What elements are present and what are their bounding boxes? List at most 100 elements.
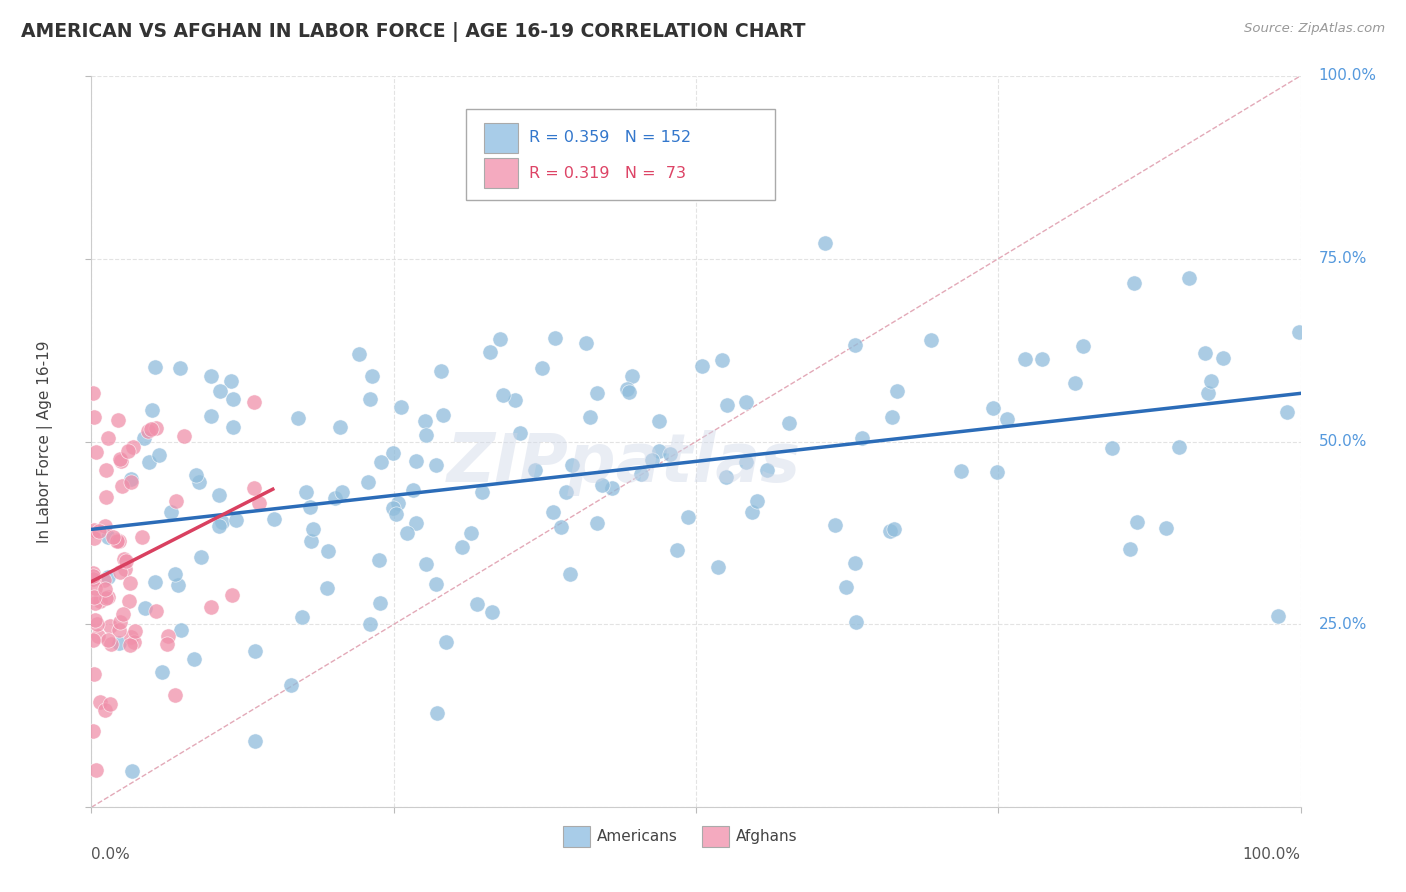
Point [134, 601, 156, 615]
Point [108, 623, 131, 637]
Point [101, 530, 124, 544]
FancyBboxPatch shape [467, 109, 775, 200]
Point [316, 544, 339, 558]
Point [83, 667, 105, 681]
Point [148, 448, 170, 462]
Point [131, 530, 153, 544]
Point [97, 590, 120, 604]
Point [110, 479, 132, 493]
Point [405, 516, 427, 530]
Point [170, 623, 193, 637]
Point [86, 616, 108, 631]
Point [509, 425, 531, 440]
Text: 100.0%: 100.0% [1319, 69, 1376, 83]
Point [1275, 405, 1298, 419]
Point [1031, 352, 1053, 367]
Point [505, 392, 527, 407]
Point [1177, 271, 1199, 285]
Point [118, 638, 141, 652]
Point [741, 505, 763, 519]
Point [1071, 339, 1094, 353]
Point [145, 604, 167, 618]
Point [620, 369, 643, 384]
Point [641, 453, 664, 467]
FancyBboxPatch shape [702, 826, 728, 847]
Point [108, 635, 131, 649]
Point [561, 458, 583, 473]
Point [489, 332, 512, 346]
Text: Afghans: Afghans [735, 829, 797, 844]
Point [117, 443, 139, 458]
Point [995, 412, 1018, 426]
Point [225, 513, 247, 527]
Point [460, 526, 482, 541]
Point [1288, 326, 1310, 340]
Point [323, 491, 346, 505]
Point [1201, 375, 1223, 389]
Text: 25.0%: 25.0% [1319, 617, 1367, 632]
Point [243, 733, 266, 747]
Point [357, 475, 380, 489]
Point [367, 553, 389, 567]
Point [94, 591, 117, 605]
Point [298, 500, 321, 515]
Point [396, 525, 419, 540]
Point [361, 368, 384, 383]
Point [159, 505, 181, 519]
Point [543, 505, 565, 519]
Point [986, 465, 1008, 479]
Text: Source: ZipAtlas.com: Source: ZipAtlas.com [1244, 22, 1385, 36]
Point [413, 414, 436, 428]
FancyBboxPatch shape [562, 826, 589, 847]
Point [183, 652, 205, 666]
Point [94, 703, 117, 717]
Point [124, 624, 146, 638]
Point [578, 409, 600, 424]
Point [82, 566, 104, 580]
Point [592, 477, 614, 491]
Point [648, 414, 671, 428]
Point [107, 413, 129, 427]
Point [143, 574, 166, 589]
Point [554, 485, 576, 500]
Point [118, 576, 141, 591]
Point [678, 510, 700, 524]
Point [755, 462, 778, 476]
Point [243, 481, 266, 495]
Point [165, 689, 187, 703]
Point [883, 522, 905, 536]
Point [83, 409, 105, 424]
Point [108, 534, 131, 549]
Point [425, 576, 447, 591]
Point [141, 403, 163, 417]
Point [83, 591, 105, 605]
Point [302, 522, 325, 536]
Point [329, 420, 352, 434]
Point [84, 445, 107, 459]
Point [166, 578, 188, 592]
Point [1197, 386, 1219, 401]
Point [83, 523, 105, 537]
Point [616, 382, 638, 396]
Point [316, 581, 339, 595]
Point [84, 581, 107, 595]
Text: 75.0%: 75.0% [1319, 252, 1367, 266]
Point [617, 384, 640, 399]
Point [165, 493, 187, 508]
Point [190, 550, 212, 565]
Point [387, 496, 409, 510]
Point [1119, 541, 1142, 556]
Point [243, 644, 266, 658]
Point [82, 573, 104, 587]
Point [845, 615, 868, 629]
Point [96, 462, 118, 476]
Point [208, 519, 231, 533]
Point [110, 452, 132, 467]
Point [415, 558, 437, 572]
Point [82, 723, 104, 738]
Point [186, 468, 208, 483]
Point [814, 235, 837, 250]
Point [920, 333, 942, 347]
Point [465, 597, 488, 611]
Point [165, 566, 187, 581]
